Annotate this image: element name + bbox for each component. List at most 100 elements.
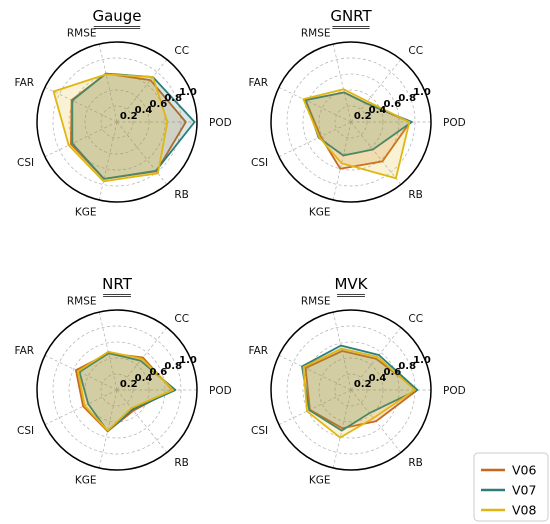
radar-panel-nrt: NRT 0.20.40.60.81.0 POD RB KGE CSI FAR RMSE CC <box>15 275 232 487</box>
radial-tick-label: 0.4 <box>135 105 153 116</box>
spoke-gridline <box>98 43 118 123</box>
outer-ring <box>270 41 432 203</box>
axis-label-rb: RB <box>408 457 423 469</box>
radial-tick-label: 0.6 <box>384 99 402 110</box>
axis-label-pod: POD <box>209 117 232 129</box>
series-v07-polygon <box>78 352 177 433</box>
axis-label-kge: KGE <box>309 207 331 219</box>
radial-tick-label: 1.0 <box>179 87 197 98</box>
radial-gridline <box>302 341 400 439</box>
outer-ring <box>36 41 198 203</box>
radial-tick-label: 0.2 <box>120 111 138 122</box>
spoke-gridline <box>116 59 168 123</box>
radial-gridline <box>84 89 150 155</box>
axis-label-rmse: RMSE <box>301 295 331 307</box>
spoke-gridline <box>278 389 352 426</box>
outer-ring <box>36 309 198 471</box>
panel-title: MVK <box>334 275 368 293</box>
axis-label-csi: CSI <box>17 425 34 437</box>
axis-label-cc: CC <box>408 313 423 325</box>
outer-ring <box>270 309 432 471</box>
series-v06-polygon <box>75 352 174 433</box>
series-v08-polygon <box>77 350 174 432</box>
radial-tick-label: 0.8 <box>398 361 416 372</box>
spoke-gridline <box>116 121 168 185</box>
spoke-gridline <box>98 121 118 201</box>
spoke-gridline <box>350 59 402 123</box>
axis-label-cc: CC <box>174 313 189 325</box>
series-v08-polygon <box>302 88 411 180</box>
axis-label-csi: CSI <box>251 425 268 437</box>
radar-panel-gnrt: GNRT 0.20.40.60.81.0 POD RB KGE CSI FAR RMSE CC <box>249 7 466 219</box>
radial-tick-label: 1.0 <box>413 87 431 98</box>
axis-label-kge: KGE <box>309 475 331 487</box>
radar-panel-mvk: MVK 0.20.40.60.81.0 POD RB KGE CSI FAR RMSE CC <box>249 275 466 487</box>
radial-tick-label: 0.6 <box>150 367 168 378</box>
radial-gridline <box>52 325 182 455</box>
axis-label-rmse: RMSE <box>67 295 97 307</box>
radial-tick-label: 0.2 <box>120 379 138 390</box>
axis-label-kge: KGE <box>75 207 97 219</box>
spoke-gridline <box>278 354 352 391</box>
spoke-gridline <box>332 121 352 201</box>
axis-label-rb: RB <box>174 457 189 469</box>
legend: V06 V07 V08 <box>473 452 549 522</box>
axis-label-csi: CSI <box>17 157 34 169</box>
spoke-gridline <box>44 86 118 123</box>
legend-label-v06: V06 <box>512 463 537 478</box>
radial-tick-label: 1.0 <box>413 355 431 366</box>
radial-tick-label: 1.0 <box>179 355 197 366</box>
radial-tick-label: 0.8 <box>164 93 182 104</box>
spoke-gridline <box>116 389 168 453</box>
axis-label-kge: KGE <box>75 475 97 487</box>
radial-gridline <box>68 341 166 439</box>
radial-gridline <box>100 105 134 139</box>
spoke-gridline <box>44 389 118 426</box>
radial-tick-label: 0.4 <box>369 373 387 384</box>
panel-title: Gauge <box>92 7 141 25</box>
radial-gridline <box>286 57 416 187</box>
axis-label-rmse: RMSE <box>301 27 331 39</box>
radial-tick-label: 0.4 <box>135 373 153 384</box>
radial-tick-label: 0.8 <box>398 93 416 104</box>
panel-title: GNRT <box>330 7 372 25</box>
legend-label-v08: V08 <box>512 503 537 518</box>
axis-label-cc: CC <box>174 45 189 57</box>
radial-tick-label: 0.4 <box>369 105 387 116</box>
axis-label-rmse: RMSE <box>67 27 97 39</box>
radial-gridline <box>334 105 368 139</box>
axis-label-pod: POD <box>443 385 466 397</box>
radial-gridline <box>334 373 368 407</box>
spoke-gridline <box>44 121 118 158</box>
panel-title: NRT <box>102 275 133 293</box>
radar-panel-gauge: Gauge 0.20.40.60.81.0 POD RB KGE CSI FAR RMSE CC <box>15 7 232 219</box>
axis-label-pod: POD <box>443 117 466 129</box>
spoke-gridline <box>350 121 402 185</box>
series-v06-polygon <box>304 350 419 430</box>
series-v08-polygon <box>52 73 169 183</box>
axis-label-cc: CC <box>408 45 423 57</box>
radial-gridline <box>318 357 384 423</box>
spoke-gridline <box>44 354 118 391</box>
radial-tick-label: 0.2 <box>354 111 372 122</box>
radial-gridline <box>302 73 400 171</box>
axis-label-rb: RB <box>174 189 189 201</box>
axis-label-far: FAR <box>249 77 269 89</box>
radial-tick-label: 0.8 <box>164 361 182 372</box>
radial-tick-label: 0.2 <box>354 379 372 390</box>
axis-label-far: FAR <box>15 77 35 89</box>
axis-label-rb: RB <box>408 189 423 201</box>
radial-tick-label: 0.6 <box>384 367 402 378</box>
spoke-gridline <box>332 43 352 123</box>
axis-label-csi: CSI <box>251 157 268 169</box>
series-v08-polygon <box>302 347 416 439</box>
axis-label-far: FAR <box>249 345 269 357</box>
axis-label-pod: POD <box>209 385 232 397</box>
legend-label-v07: V07 <box>512 483 536 498</box>
radial-gridline <box>52 57 182 187</box>
radial-gridline <box>100 373 134 407</box>
spoke-gridline <box>278 121 352 158</box>
axis-label-far: FAR <box>15 345 35 357</box>
spoke-gridline <box>278 86 352 123</box>
